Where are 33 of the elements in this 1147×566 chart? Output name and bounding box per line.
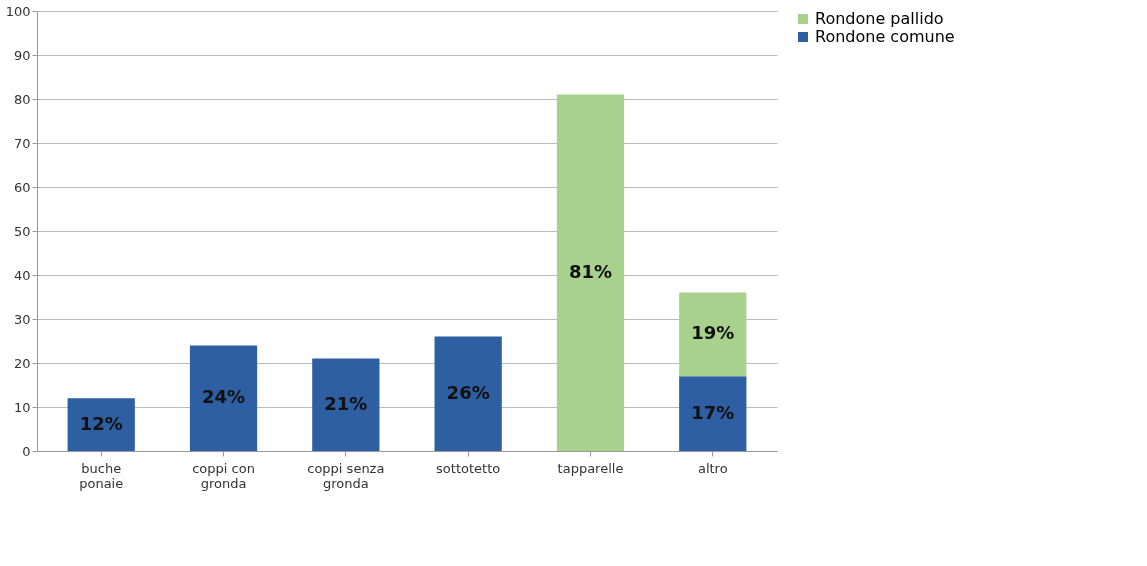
y-tick-label: 70 (13, 135, 31, 151)
data-label: 81% (568, 260, 613, 282)
data-label: 21% (324, 392, 368, 414)
y-tick-label: 60 (13, 179, 31, 195)
data-label: 12% (79, 412, 123, 434)
y-tick-label: 40 (13, 267, 31, 283)
data-label: 26% (446, 381, 490, 403)
data-label: 17% (691, 401, 735, 423)
bar (679, 292, 747, 377)
legend-label: Rondone pallido (815, 9, 944, 28)
y-tick-label: 50 (13, 223, 31, 239)
bar (189, 345, 258, 451)
bar (679, 376, 747, 451)
x-tick-label: sottotetto (436, 460, 501, 476)
bar (312, 358, 380, 451)
y-tick-label: 0 (22, 443, 31, 459)
data-label: 19% (691, 322, 735, 344)
y-tick-label: 30 (13, 311, 31, 327)
data-label: 24% (201, 386, 246, 408)
x-tick-label: tapparelle (557, 460, 624, 476)
bar (434, 336, 502, 451)
x-tick-label: buche ponaie (79, 460, 124, 491)
y-tick-label: 80 (13, 91, 31, 107)
legend-label: Rondone comune (815, 27, 955, 46)
x-tick-label: altro (697, 460, 728, 476)
x-tick-label: coppi con gronda (192, 460, 255, 491)
bar (556, 94, 625, 451)
y-tick-label: 90 (13, 47, 31, 63)
y-tick-label: 100 (5, 3, 31, 19)
bar (67, 398, 135, 451)
x-tick-label: coppi senza gronda (307, 460, 385, 491)
y-tick-label: 10 (13, 399, 31, 415)
y-tick-label: 20 (13, 355, 31, 371)
